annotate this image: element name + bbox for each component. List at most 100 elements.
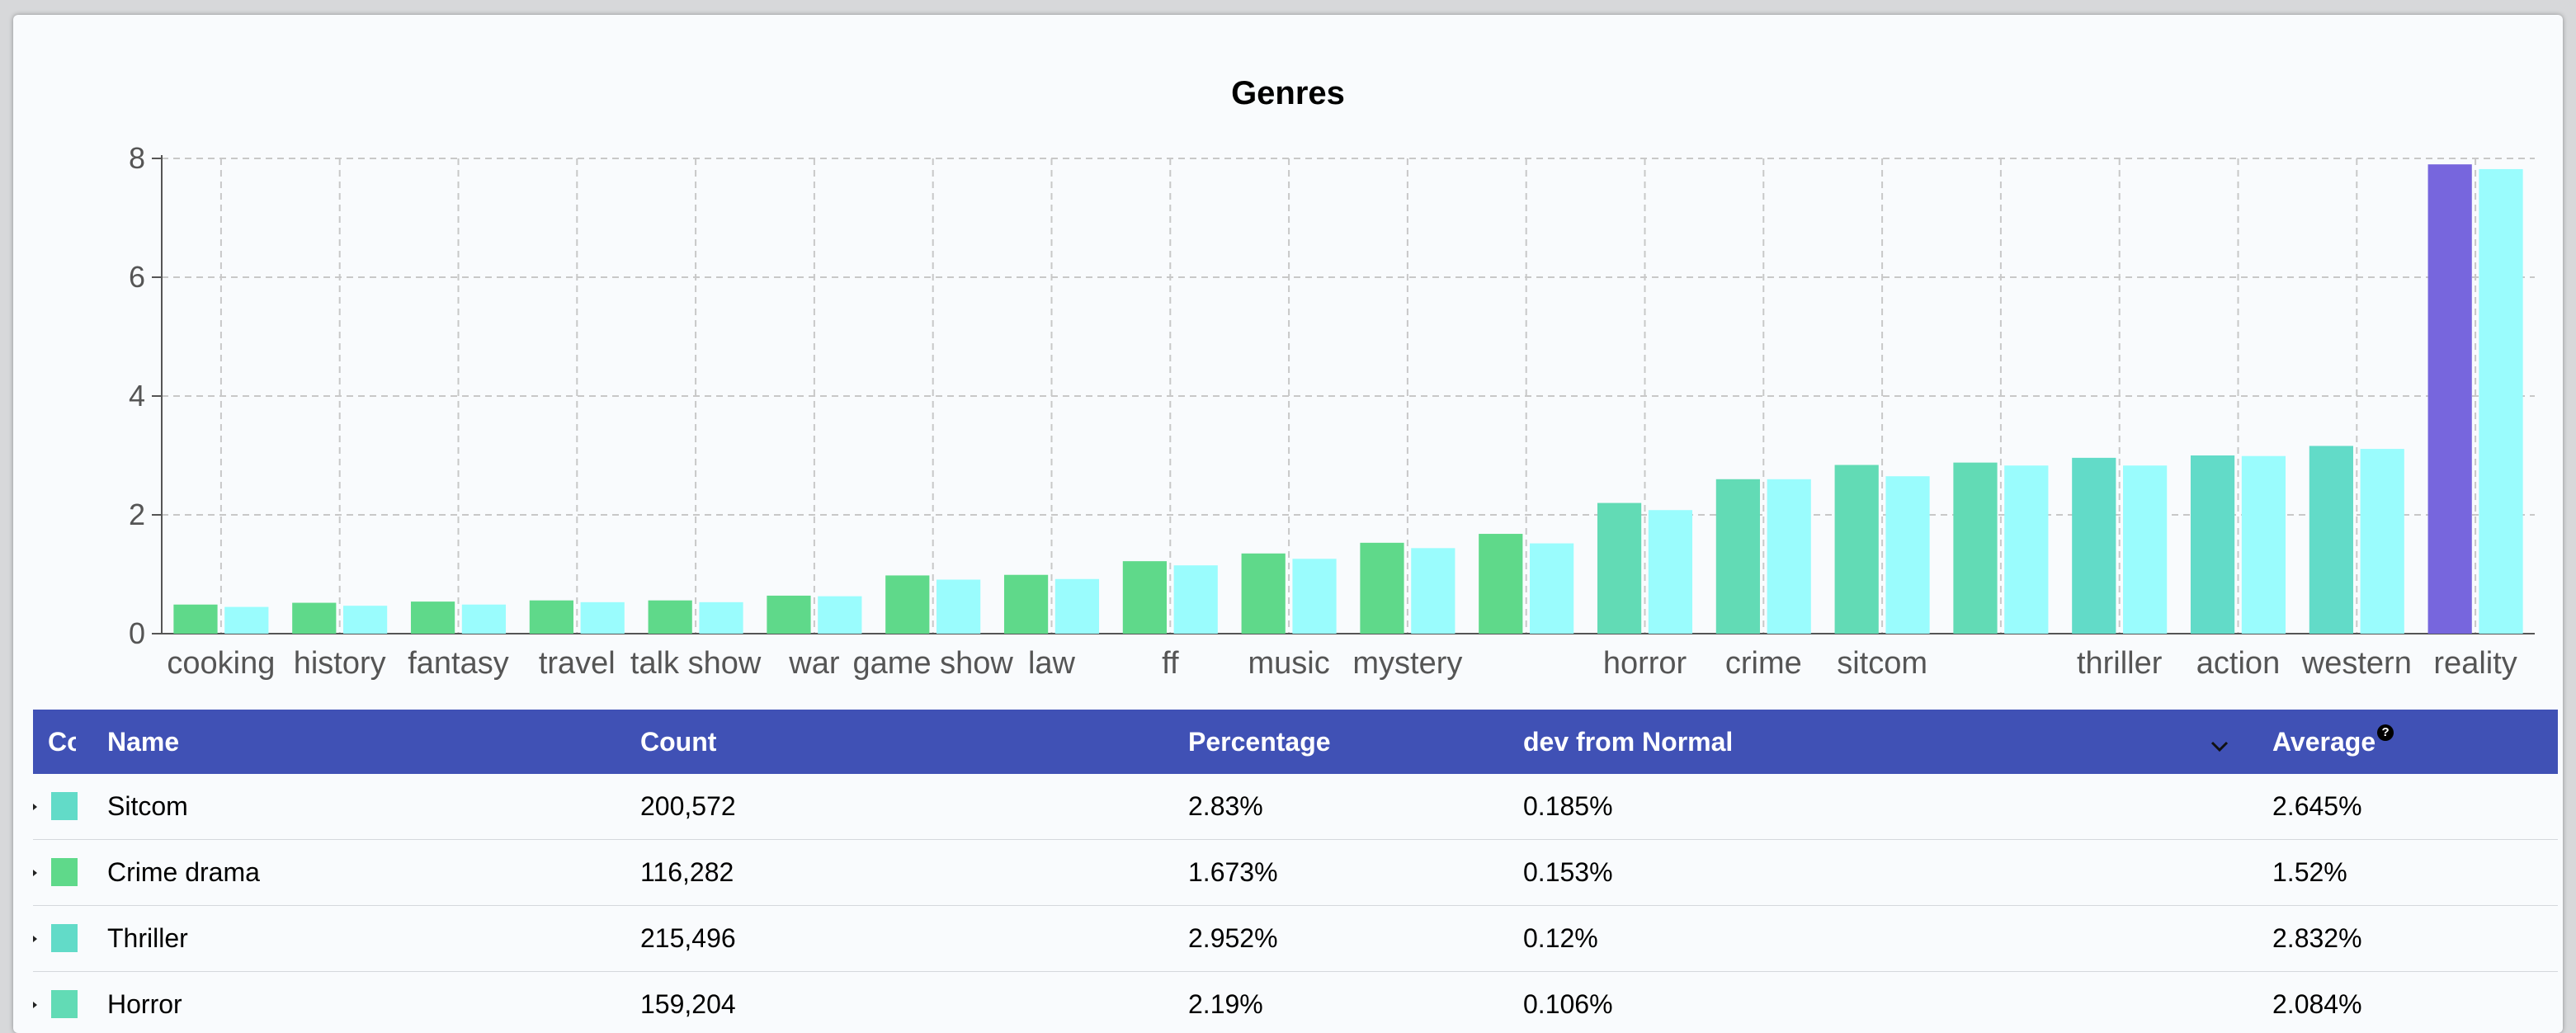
cell-name: Crime drama bbox=[107, 857, 260, 887]
bar-secondary bbox=[343, 606, 388, 634]
bar-secondary bbox=[2123, 465, 2168, 634]
x-tick-label: ff bbox=[1162, 646, 1179, 681]
x-tick-label: fantasy bbox=[408, 646, 509, 681]
bar-secondary bbox=[2360, 449, 2404, 634]
table-row[interactable]: Sitcom 200,572 2.83% 0.185% 2.645% bbox=[33, 774, 2558, 840]
bar-secondary bbox=[937, 579, 981, 634]
x-tick-label: action bbox=[2196, 646, 2280, 681]
expand-row-icon[interactable] bbox=[33, 870, 37, 876]
bar-primary bbox=[1241, 553, 1286, 634]
table-row[interactable]: Crime drama 116,282 1.673% 0.153% 1.52% bbox=[33, 840, 2558, 906]
table-row[interactable]: Thriller 215,496 2.952% 0.12% 2.832% bbox=[33, 906, 2558, 972]
column-header-percentage[interactable]: Percentage bbox=[1188, 727, 1331, 757]
bar-primary bbox=[529, 600, 573, 634]
bar-primary bbox=[1953, 462, 1998, 634]
table-body: Sitcom 200,572 2.83% 0.185% 2.645% Crime dram… bbox=[33, 774, 2558, 1033]
table-header: Co Name Count Percentage dev from Normal… bbox=[33, 710, 2558, 774]
cell-dev-from-normal: 0.12% bbox=[1523, 923, 1598, 953]
expand-row-icon[interactable] bbox=[33, 804, 37, 810]
y-tick-label: 8 bbox=[129, 141, 145, 175]
bar-secondary bbox=[1767, 479, 1811, 634]
cell-percentage: 2.83% bbox=[1188, 791, 1263, 821]
x-tick-label: history bbox=[294, 646, 386, 681]
column-header-name[interactable]: Name bbox=[107, 727, 180, 757]
bar-primary bbox=[1715, 479, 1760, 634]
bar-primary bbox=[2309, 446, 2353, 634]
bar-primary bbox=[1479, 534, 1523, 634]
color-swatch bbox=[51, 792, 78, 820]
color-swatch bbox=[51, 990, 78, 1018]
bar-primary bbox=[1597, 502, 1642, 634]
bar-primary bbox=[2072, 457, 2116, 634]
bar-primary bbox=[1003, 574, 1049, 634]
chart-title: Genres bbox=[1231, 75, 1345, 111]
cell-percentage: 2.952% bbox=[1188, 923, 1278, 953]
column-header-average-label: Average bbox=[2272, 727, 2376, 757]
genres-table: Co Name Count Percentage dev from Normal… bbox=[33, 710, 2558, 1033]
cell-dev-from-normal: 0.153% bbox=[1523, 857, 1613, 887]
bar-secondary bbox=[699, 601, 743, 634]
x-tick-label: cooking bbox=[167, 646, 275, 681]
bar-primary bbox=[885, 575, 930, 634]
x-tick-label: crime bbox=[1725, 646, 1802, 681]
table-row[interactable]: Horror 159,204 2.19% 0.106% 2.084% bbox=[33, 972, 2558, 1033]
x-tick-label: travel bbox=[539, 646, 616, 681]
expand-row-icon[interactable] bbox=[33, 1002, 37, 1008]
cell-name: Horror bbox=[107, 989, 182, 1019]
x-tick-label: law bbox=[1028, 646, 1076, 681]
cell-average: 2.645% bbox=[2272, 791, 2362, 821]
y-tick-label: 0 bbox=[129, 616, 145, 650]
bar-secondary bbox=[1054, 578, 1100, 634]
cell-average: 2.832% bbox=[2272, 923, 2362, 953]
x-tick-label: horror bbox=[1603, 646, 1687, 681]
cell-name: Thriller bbox=[107, 923, 188, 953]
x-tick-label: talk show bbox=[630, 646, 762, 681]
column-header-average[interactable]: Average? bbox=[2272, 710, 2394, 774]
help-icon[interactable]: ? bbox=[2377, 724, 2394, 741]
cell-dev-from-normal: 0.106% bbox=[1523, 989, 1613, 1019]
bar-secondary bbox=[580, 601, 625, 634]
y-tick-label: 4 bbox=[129, 379, 145, 413]
bar-secondary bbox=[1411, 548, 1455, 634]
expand-row-icon[interactable] bbox=[33, 936, 37, 942]
bar-secondary bbox=[2241, 455, 2286, 634]
bar-secondary bbox=[1292, 559, 1337, 634]
genres-bar-chart: Genres 0 2 4 6 8 cooking history fantasy travel ta… bbox=[129, 75, 2535, 681]
bar-secondary bbox=[818, 596, 862, 634]
bar-primary bbox=[767, 595, 811, 634]
column-header-count[interactable]: Count bbox=[640, 727, 717, 757]
bar-primary bbox=[2427, 164, 2472, 634]
x-tick-label: thriller bbox=[2077, 646, 2163, 681]
x-tick-label: western bbox=[2301, 646, 2412, 681]
x-tick-label: reality bbox=[2433, 646, 2517, 681]
bar-secondary bbox=[2479, 168, 2523, 634]
cell-count: 159,204 bbox=[640, 989, 736, 1019]
chevron-down-icon[interactable] bbox=[2208, 734, 2231, 757]
bar-primary bbox=[173, 604, 218, 634]
bar-secondary bbox=[1530, 543, 1574, 634]
y-tick-label: 6 bbox=[129, 260, 145, 294]
cell-name: Sitcom bbox=[107, 791, 188, 821]
x-tick-label: sitcom bbox=[1837, 646, 1927, 681]
bar-primary bbox=[292, 602, 337, 634]
x-tick-label: war bbox=[788, 646, 840, 681]
x-tick-label: music bbox=[1248, 646, 1329, 681]
bar-primary bbox=[1834, 465, 1879, 634]
y-tick-label: 2 bbox=[129, 498, 145, 531]
bar-primary bbox=[1360, 542, 1404, 634]
x-tick-label: mystery bbox=[1352, 646, 1462, 681]
bar-secondary bbox=[1173, 565, 1218, 634]
cell-count: 200,572 bbox=[640, 791, 736, 821]
cell-dev-from-normal: 0.185% bbox=[1523, 791, 1613, 821]
cell-percentage: 2.19% bbox=[1188, 989, 1263, 1019]
column-header-dev-from-normal[interactable]: dev from Normal bbox=[1523, 727, 1734, 757]
cell-count: 116,282 bbox=[640, 857, 734, 887]
bar-secondary bbox=[1885, 476, 1930, 634]
cell-percentage: 1.673% bbox=[1188, 857, 1278, 887]
color-swatch bbox=[51, 924, 78, 952]
bar-secondary bbox=[2004, 465, 2049, 634]
color-swatch bbox=[51, 858, 78, 886]
column-header-color[interactable]: Co bbox=[48, 727, 76, 757]
cell-average: 1.52% bbox=[2272, 857, 2347, 887]
cell-average: 2.084% bbox=[2272, 989, 2362, 1019]
